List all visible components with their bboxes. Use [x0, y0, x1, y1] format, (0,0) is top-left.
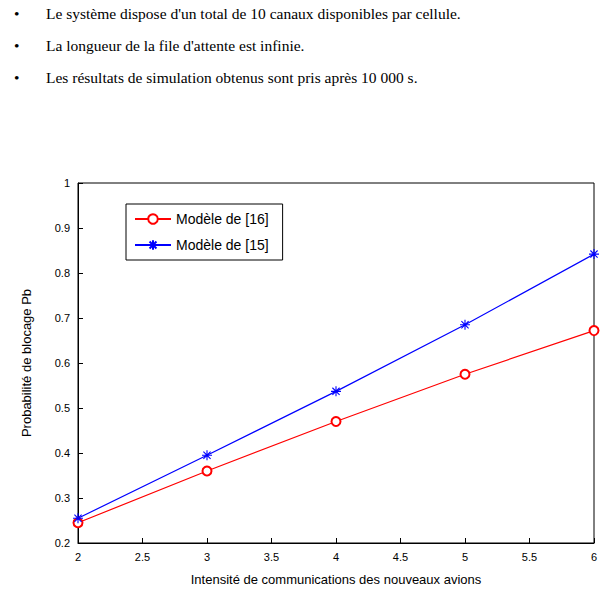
svg-text:0.8: 0.8	[55, 267, 70, 279]
svg-text:5.5: 5.5	[522, 551, 537, 563]
svg-text:4: 4	[333, 551, 339, 563]
svg-text:Intensité de communications de: Intensité de communications des nouveaux…	[191, 572, 482, 587]
svg-text:3: 3	[204, 551, 210, 563]
svg-text:3.5: 3.5	[264, 551, 279, 563]
svg-text:2: 2	[75, 551, 81, 563]
svg-text:0.6: 0.6	[55, 357, 70, 369]
svg-text:2.5: 2.5	[135, 551, 150, 563]
svg-text:Modèle de [15]: Modèle de [15]	[176, 237, 269, 253]
svg-text:Modèle de [16]: Modèle de [16]	[176, 211, 269, 227]
svg-text:6: 6	[591, 551, 597, 563]
svg-text:4.5: 4.5	[393, 551, 408, 563]
svg-text:1: 1	[64, 177, 70, 189]
svg-text:Probabilité de blocage Pb: Probabilité de blocage Pb	[19, 289, 34, 437]
svg-text:0.4: 0.4	[55, 447, 70, 459]
svg-text:0.9: 0.9	[55, 222, 70, 234]
html-text:Le système dispose d'un total: Le système dispose d'un total de 10 cana…	[46, 5, 461, 22]
svg-text:0.3: 0.3	[55, 492, 70, 504]
html-text:Les résultats de simulation ob: Les résultats de simulation obtenus sont…	[46, 69, 418, 86]
svg-text:0.5: 0.5	[55, 402, 70, 414]
svg-text:0.2: 0.2	[55, 537, 70, 549]
svg-text:5: 5	[462, 551, 468, 563]
html-text:La longueur de la file d'atten: La longueur de la file d'attente est inf…	[46, 37, 305, 54]
svg-text:0.7: 0.7	[55, 312, 70, 324]
